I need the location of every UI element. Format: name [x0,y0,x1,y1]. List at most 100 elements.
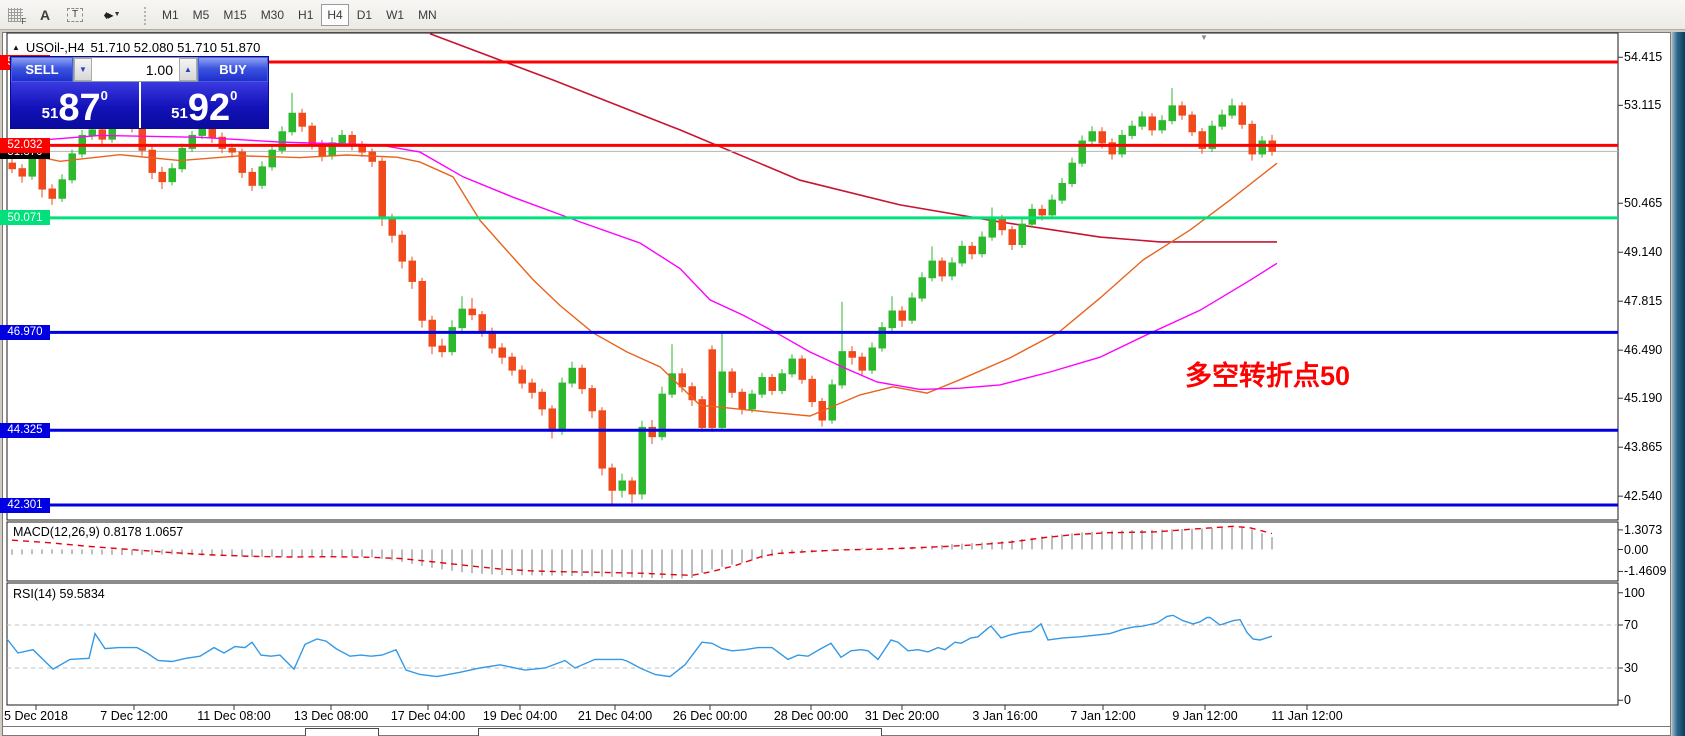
rsi-line [6,614,1273,678]
volume-input[interactable]: 1.00 [145,61,173,78]
candle-up [758,377,766,395]
volume-decrease-button[interactable]: ▼ [74,58,92,81]
candle-down [348,134,356,146]
date-axis-label: 28 Dec 00:00 [773,709,849,723]
date-axis-label: 13 Dec 08:00 [293,709,369,723]
chart-shift-marker-icon[interactable]: ▼ [1200,33,1208,42]
timeframe-button-M15[interactable]: M15 [223,7,247,22]
candle-up [638,426,646,495]
sell-button[interactable]: SELL [11,57,73,82]
candle-down [968,245,976,255]
rsi-axis-label: 70 [1624,618,1638,632]
candle-down [738,391,746,410]
candle-down [148,149,156,173]
candle-up [168,168,176,183]
candle-down [608,467,616,491]
candle-up [288,112,296,133]
chart-text-annotation[interactable]: 多空转折点50 [1185,361,1351,391]
timeframe-button-H4[interactable]: H4 [321,3,349,26]
candle-up [1088,131,1096,142]
minimized-window[interactable] [478,728,882,736]
timeframe-button-M5[interactable]: M5 [192,7,210,22]
candle-down [1248,123,1256,155]
timeframe-button-M30[interactable]: M30 [260,7,285,22]
candle-down [158,171,166,183]
sell-price-button[interactable]: 51 87 0 [11,82,139,128]
minimized-windows-strip [3,726,1670,736]
candle-up [908,297,916,321]
candle-up [278,131,286,151]
candle-down [308,125,316,146]
buy-button[interactable]: BUY [198,57,268,82]
price-axis-label: 49.140 [1624,245,1663,260]
price-axis-label: 50.465 [1624,196,1663,211]
buy-price-big: 92 [187,86,231,129]
candle-down [768,377,776,391]
candle-down [628,480,636,495]
grid-f-icon[interactable]: F [2,4,28,26]
candle-down [1098,131,1106,144]
candle-up [1018,223,1026,245]
ma-slow-line [429,33,1277,243]
price-axis-label: 47.815 [1624,294,1663,309]
candle-down [798,358,806,380]
text-font-icon[interactable]: A [39,6,51,23]
arrow-objects-icon[interactable]: ♦▸ ▼ [103,7,121,22]
candle-down [728,371,736,393]
candle-down [708,349,716,428]
candle-down [518,369,526,384]
price-axis-label: 53.115 [1624,98,1662,113]
toolbar-grip[interactable] [144,4,149,25]
candle-up [668,373,676,395]
macd-signal-line [11,525,1273,577]
workspace-edge [1672,32,1685,736]
candle-up [1138,116,1146,127]
candle-down [38,158,46,190]
candle-down [1038,208,1046,216]
minimized-window[interactable] [305,728,379,736]
candle-up [928,260,936,279]
candle-down [228,147,236,153]
candle-down [1008,229,1016,245]
one-click-trade-panel: SELL ▼ 1.00 ▲ BUY 51 87 0 51 92 0 [10,56,269,129]
candle-up [1228,105,1236,116]
candle-up [1078,140,1086,164]
ohlc-values: 51.710 52.080 51.710 51.870 [90,40,261,55]
rsi-pane[interactable] [6,582,1619,706]
candle-down [468,308,476,316]
rsi-axis-label: 30 [1624,661,1638,675]
main-chart-pane[interactable] [6,32,1619,521]
date-axis-label: 11 Dec 08:00 [197,709,271,723]
macd-axis-label: 1.3073 [1624,522,1663,537]
timeframe-button-H1[interactable]: H1 [298,7,314,22]
sell-price-small: 51 [41,105,59,122]
buy-price-small: 51 [171,105,188,122]
candle-down [598,410,606,469]
timeframe-button-MN[interactable]: MN [418,7,437,22]
candle-down [248,171,256,186]
level-price-badge: 52.032 [0,137,50,153]
dropdown-caret-icon: ▼ [113,11,121,18]
candle-up [868,347,876,371]
candle-up [258,166,266,186]
timeframe-button-M1[interactable]: M1 [162,7,179,22]
volume-increase-button[interactable]: ▲ [179,58,197,81]
candle-down [478,314,486,332]
timeframe-button-W1[interactable]: W1 [386,7,405,22]
candle-down [698,399,706,428]
timeframe-button-D1[interactable]: D1 [356,7,373,22]
macd-axis-label: -1.4609 [1624,564,1667,579]
collapse-panel-icon[interactable]: ▲ [12,43,20,52]
toolbar: F A T ♦▸ ▼ M1 M5 M15 M30 H1 H4 D1 W1 MN [0,0,1685,30]
candle-down [388,218,396,236]
candle-down [1188,114,1196,133]
candle-up [448,327,456,353]
candle-down [1198,131,1206,149]
candle-up [718,371,726,428]
text-label-icon[interactable]: T [62,4,88,26]
candle-up [948,262,956,277]
buy-price-button[interactable]: 51 92 0 [140,82,268,129]
rsi-axis-label: 0 [1624,693,1631,708]
